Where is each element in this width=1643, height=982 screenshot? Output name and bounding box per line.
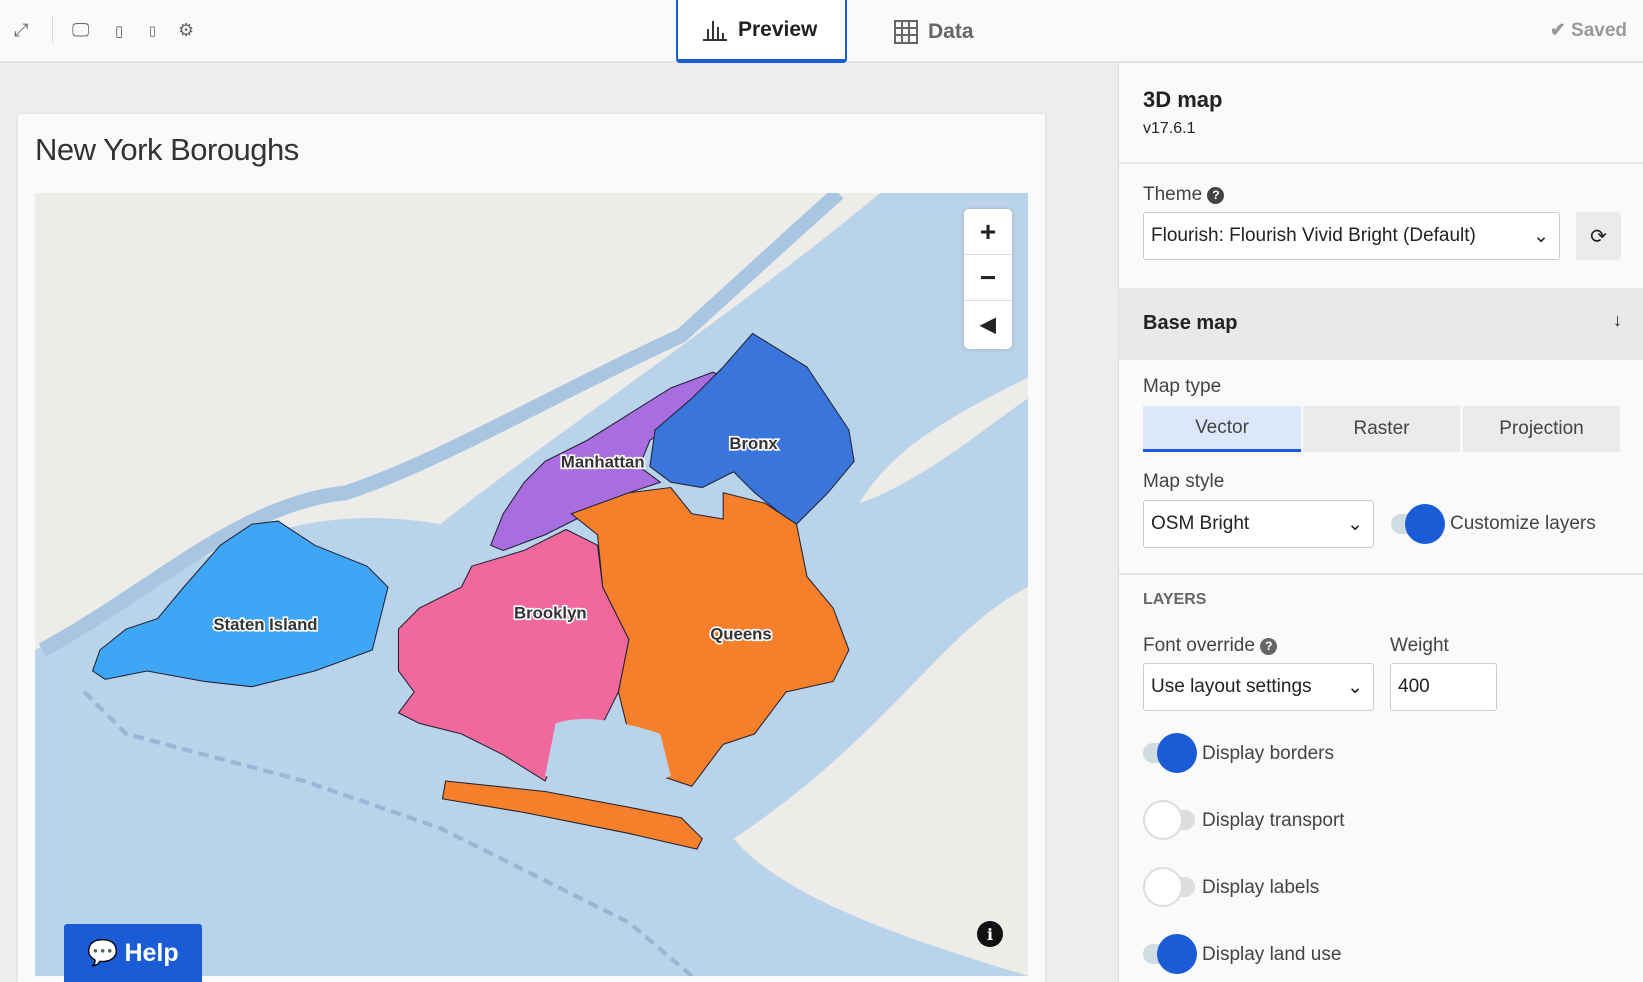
weight-label: Weight bbox=[1390, 635, 1449, 656]
map-type-label: Map type bbox=[1143, 376, 1222, 397]
map-canvas[interactable]: Staten Island Manhattan Bronx Brooklyn Q… bbox=[35, 193, 1028, 976]
label-bronx: Bronx bbox=[729, 434, 778, 453]
borough-queens[interactable] bbox=[441, 486, 850, 850]
info-icon[interactable]: i bbox=[977, 921, 1003, 947]
theme-select[interactable]: Flourish: Flourish Vivid Bright (Default… bbox=[1143, 212, 1560, 260]
tab-label: Preview bbox=[738, 17, 818, 41]
divider bbox=[52, 16, 53, 44]
display-borders-label: Display borders bbox=[1202, 743, 1334, 764]
map-style-select[interactable]: OSM Bright ⌄ bbox=[1143, 500, 1374, 548]
boundary-line bbox=[82, 690, 694, 976]
visual-card: New York Boroughs Staten Island Manhatta… bbox=[18, 114, 1045, 982]
check-icon: ✔ bbox=[1549, 20, 1572, 41]
layers-heading: LAYERS bbox=[1143, 591, 1207, 608]
label-manhattan: Manhattan bbox=[561, 453, 645, 472]
expand-icon[interactable]: ⤢ bbox=[14, 20, 29, 40]
chevron-down-icon: ⌄ bbox=[1347, 676, 1363, 698]
theme-label: Theme ? bbox=[1143, 184, 1225, 206]
display-land-use-label: Display land use bbox=[1202, 944, 1342, 965]
visual-title: New York Boroughs bbox=[35, 132, 299, 167]
display-labels-label: Display labels bbox=[1202, 877, 1320, 898]
chat-icon: 💬 bbox=[87, 938, 119, 967]
font-override-label: Font override ? bbox=[1143, 635, 1278, 657]
arrow-down-icon: ↓ bbox=[1613, 310, 1622, 330]
map-type-projection[interactable]: Projection bbox=[1463, 406, 1620, 452]
divider bbox=[1119, 573, 1643, 575]
saved-status: ✔ Saved bbox=[1550, 19, 1627, 42]
settings-panel: 3D map v17.6.1 Theme ? Flourish: Flouris… bbox=[1118, 63, 1643, 982]
map-type-raster[interactable]: Raster bbox=[1303, 406, 1460, 452]
help-button[interactable]: 💬 Help bbox=[64, 924, 202, 982]
section-header-base-map[interactable]: Base map ↓ bbox=[1119, 288, 1643, 360]
top-toolbar: ⤢ 🖵 ▯ ▯ ⚙ Preview Data ✔ Saved bbox=[0, 0, 1643, 63]
display-borders-toggle[interactable] bbox=[1143, 733, 1197, 773]
river bbox=[38, 193, 844, 657]
bar-chart-icon bbox=[703, 20, 727, 41]
borough-bronx[interactable] bbox=[649, 332, 855, 525]
saved-label: Saved bbox=[1571, 20, 1627, 41]
theme-label-text: Theme bbox=[1143, 184, 1203, 205]
zoom-out-button[interactable]: − bbox=[964, 255, 1012, 301]
map[interactable]: Staten Island Manhattan Bronx Brooklyn Q… bbox=[35, 193, 1028, 976]
refresh-icon[interactable]: ⟳ bbox=[1576, 212, 1621, 260]
map-style-value: OSM Bright bbox=[1151, 513, 1250, 534]
tablet-icon[interactable]: ▯ bbox=[115, 23, 124, 40]
chevron-down-icon: ⌄ bbox=[1533, 225, 1549, 247]
weight-input[interactable]: 400 bbox=[1390, 663, 1497, 711]
chevron-down-icon: ⌄ bbox=[1347, 513, 1363, 535]
map-controls: + − ◀ bbox=[964, 209, 1012, 349]
customize-layers-toggle[interactable] bbox=[1391, 504, 1445, 544]
map-style-label: Map style bbox=[1143, 471, 1225, 492]
table-icon bbox=[894, 19, 918, 44]
tab-preview[interactable]: Preview bbox=[676, 0, 847, 63]
divider bbox=[1119, 162, 1643, 164]
zoom-in-button[interactable]: + bbox=[964, 209, 1012, 255]
weight-value: 400 bbox=[1398, 676, 1430, 697]
section-title: Base map bbox=[1143, 312, 1238, 334]
label-queens: Queens bbox=[710, 625, 771, 644]
panel-version: v17.6.1 bbox=[1143, 120, 1196, 137]
tab-label: Data bbox=[928, 19, 974, 43]
font-override-value: Use layout settings bbox=[1151, 676, 1312, 697]
compass-icon[interactable]: ◀ bbox=[980, 313, 996, 336]
map-type-vector[interactable]: Vector bbox=[1143, 406, 1301, 452]
panel-title: 3D map bbox=[1143, 87, 1223, 112]
borough-staten-island[interactable] bbox=[91, 520, 389, 688]
help-label: Help bbox=[124, 938, 179, 967]
jamaica-bay bbox=[545, 719, 671, 788]
display-transport-label: Display transport bbox=[1202, 810, 1345, 831]
help-icon[interactable]: ? bbox=[1207, 186, 1225, 204]
label-staten-island: Staten Island bbox=[213, 615, 317, 634]
theme-value: Flourish: Flourish Vivid Bright (Default… bbox=[1151, 225, 1476, 246]
tab-data[interactable]: Data bbox=[870, 0, 998, 63]
display-land-use-toggle[interactable] bbox=[1143, 934, 1197, 974]
font-override-text: Font override bbox=[1143, 635, 1255, 656]
help-icon[interactable]: ? bbox=[1260, 637, 1278, 655]
display-transport-toggle[interactable] bbox=[1143, 800, 1197, 840]
mobile-icon[interactable]: ▯ bbox=[149, 23, 157, 38]
customize-layers-label: Customize layers bbox=[1450, 513, 1596, 534]
font-override-select[interactable]: Use layout settings ⌄ bbox=[1143, 663, 1374, 711]
gear-icon[interactable]: ⚙ bbox=[178, 20, 195, 40]
display-labels-toggle[interactable] bbox=[1143, 867, 1197, 907]
label-brooklyn: Brooklyn bbox=[514, 604, 587, 623]
desktop-icon[interactable]: 🖵 bbox=[72, 20, 90, 40]
borough-brooklyn[interactable] bbox=[397, 528, 630, 782]
